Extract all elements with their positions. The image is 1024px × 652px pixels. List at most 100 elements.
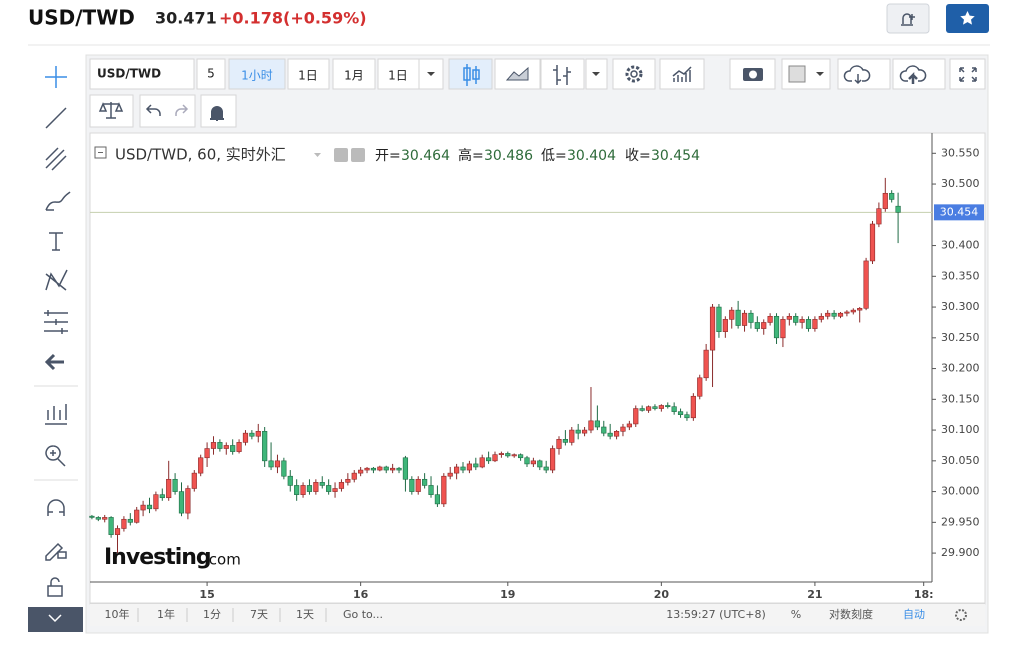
candle-body: [575, 429, 581, 434]
legend-title: USD/TWD, 60, 实时外汇: [115, 146, 286, 164]
fullscreen-button[interactable]: [949, 58, 986, 90]
candle-body: [486, 457, 492, 462]
range-button[interactable]: 1年: [157, 607, 175, 621]
candle-body: [178, 491, 185, 514]
interval-button[interactable]: [228, 58, 286, 90]
y-tick-label: 30.150: [941, 392, 980, 405]
y-tick-label: 30.200: [941, 362, 980, 375]
back-tool[interactable]: [44, 353, 64, 371]
candle-body: [658, 405, 664, 409]
line-tool[interactable]: [45, 107, 67, 129]
candle-body: [306, 485, 313, 492]
lock-tool[interactable]: [47, 577, 63, 597]
watermark-suffix: .com: [204, 551, 241, 569]
range-button[interactable]: 10年: [105, 607, 130, 621]
candle-body: [268, 460, 274, 468]
icon: [210, 106, 224, 121]
interval-label: 1月: [344, 69, 364, 83]
range-button[interactable]: 7天: [250, 608, 268, 621]
top-toolbar: USD/TWD 5 1小时 1日 1月 1日: [89, 58, 986, 128]
range-button[interactable]: 1天: [296, 608, 314, 621]
pattern-tool[interactable]: [45, 269, 68, 291]
candle-body: [274, 460, 281, 468]
candle-body: [601, 426, 607, 434]
x-tick-label: 16: [353, 588, 369, 601]
price: 30.471: [155, 9, 217, 28]
area-button[interactable]: [494, 58, 541, 90]
candle-body: [761, 322, 767, 329]
candle-body: [441, 475, 447, 505]
candle-body: [620, 426, 626, 432]
icon: [472, 69, 480, 80]
caret: [427, 72, 435, 76]
candle-body: [434, 494, 441, 505]
fib-tool[interactable]: [45, 147, 67, 171]
candle-body: [153, 494, 159, 510]
text-tool[interactable]: [49, 232, 63, 251]
indicators-button[interactable]: [659, 58, 705, 90]
y-tick-label: 30.400: [941, 239, 980, 252]
candle-body: [652, 406, 658, 409]
candle-body: [850, 309, 856, 313]
crosshair-tool[interactable]: [45, 66, 67, 88]
candle-body: [780, 319, 786, 339]
candle-body: [95, 517, 101, 520]
settings-icon[interactable]: [955, 609, 967, 621]
x-tick-label: 20: [654, 588, 670, 601]
goto[interactable]: Go to...: [343, 608, 383, 621]
bars-button[interactable]: [540, 58, 585, 90]
candle-body: [281, 460, 287, 477]
interval-label: 1小时: [241, 69, 273, 83]
load-button[interactable]: [837, 58, 891, 90]
candle-body: [677, 411, 684, 416]
candle-body: [812, 319, 818, 329]
candle-body: [767, 315, 773, 323]
ohlc-value: 30.454: [651, 148, 700, 164]
candle-body: [409, 478, 415, 492]
alert-button[interactable]: [886, 3, 930, 34]
icon: [843, 65, 871, 85]
candle-body: [876, 208, 882, 225]
eye-icon[interactable]: [334, 148, 348, 162]
magnet-tool[interactable]: [47, 499, 65, 516]
interval-input[interactable]: [196, 58, 226, 90]
y-tick-label: 30.300: [941, 300, 980, 313]
bell-icon: [901, 13, 915, 26]
candle-body: [505, 453, 511, 457]
y-tick-label: 30.500: [941, 177, 980, 190]
settings-icon[interactable]: [351, 148, 365, 162]
y-tick-label: 29.950: [941, 515, 980, 528]
interval-button[interactable]: [332, 58, 376, 90]
candle-body: [831, 312, 837, 317]
range-button[interactable]: 1分: [203, 608, 221, 621]
candle-body: [697, 377, 703, 397]
settings-button[interactable]: [612, 58, 656, 90]
interval-button[interactable]: [287, 58, 330, 90]
candle-body: [134, 509, 140, 523]
candle-body: [338, 482, 345, 489]
brush-tool[interactable]: [45, 191, 71, 211]
candle-body: [210, 442, 217, 449]
zoom-tool[interactable]: [45, 445, 66, 467]
candle-body: [498, 453, 505, 455]
candle-body: [332, 488, 338, 492]
measure-tool[interactable]: [45, 404, 67, 425]
candle-body: [89, 515, 95, 518]
auto-toggle[interactable]: 自动: [903, 608, 925, 621]
icon: [672, 66, 692, 82]
star-icon: [960, 11, 975, 25]
percent-toggle[interactable]: %: [791, 608, 801, 621]
symbol-input[interactable]: [89, 58, 195, 90]
candle-body: [543, 466, 549, 471]
lock-draw-tool[interactable]: [45, 542, 67, 561]
candle-body: [326, 485, 332, 492]
candle-body: [140, 504, 146, 511]
candle-body: [645, 406, 652, 411]
icon: [98, 102, 124, 119]
candle-body: [588, 420, 594, 431]
log-toggle[interactable]: 对数刻度: [829, 607, 873, 621]
candle-body: [569, 429, 575, 443]
prediction-tool[interactable]: [44, 310, 68, 334]
candle-body: [613, 431, 620, 437]
plot: 30.550 30.500 30.400 30.350 30.300 30.250 30.2…: [89, 146, 984, 601]
